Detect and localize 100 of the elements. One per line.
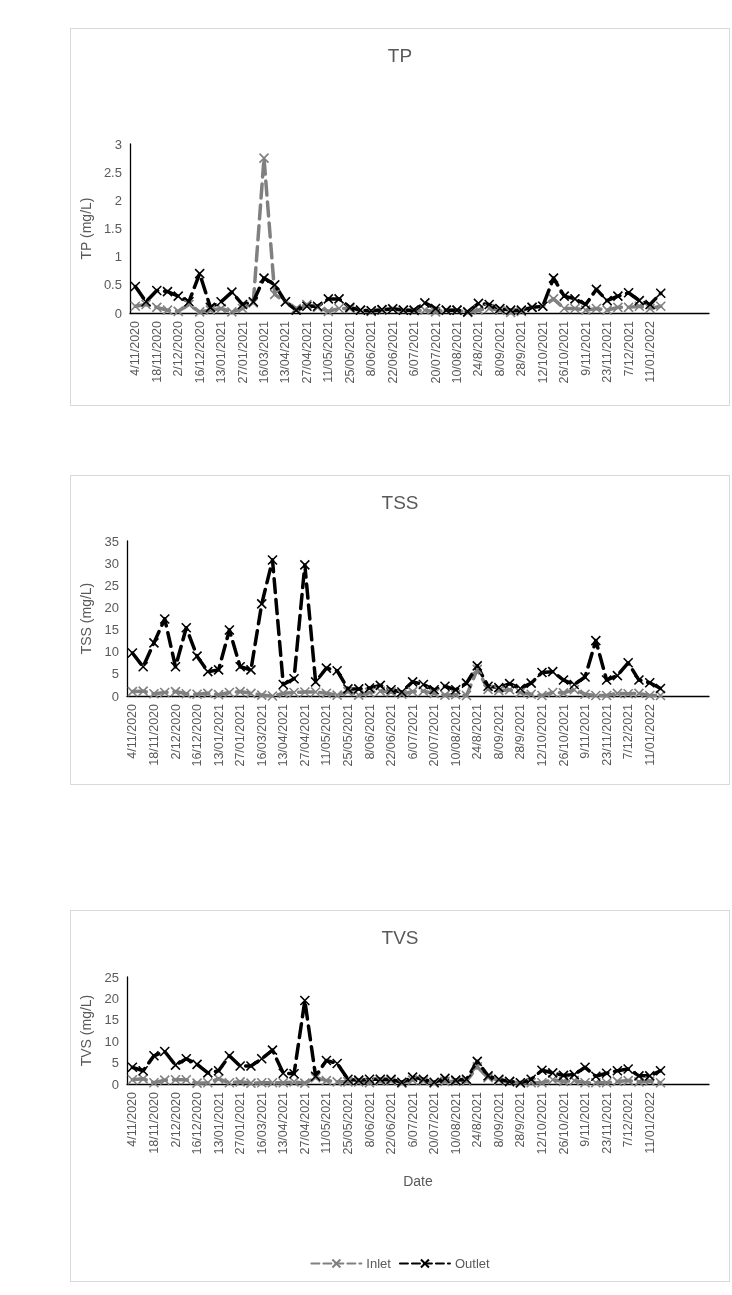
y-tick-label: 0 [111, 688, 119, 704]
y-tick-label: 0 [111, 1076, 119, 1092]
x-tick-label: 11/01/2022 [642, 1091, 657, 1154]
y-tick-label: 15 [104, 622, 119, 638]
x-tick-label: 24/8/2021 [470, 1091, 485, 1148]
x-tick-label: 27/04/2021 [297, 703, 312, 767]
x-tick-label: 27/01/2021 [233, 703, 248, 767]
x-tick-label: 26/10/2021 [556, 703, 571, 767]
y-tick-label: 2 [114, 192, 122, 208]
x-tick-label: 27/01/2021 [233, 1091, 248, 1155]
x-tick-label: 13/01/2021 [211, 1091, 226, 1155]
x-tick-label: 18/11/2020 [146, 703, 161, 766]
x-tick-label: 10/08/2021 [448, 703, 463, 767]
y-tick-label: 25 [104, 969, 119, 985]
x-tick-label: 13/01/2021 [211, 703, 226, 767]
x-tick-label: 25/05/2021 [340, 703, 355, 767]
x-tick-label: 26/10/2021 [556, 1091, 571, 1155]
x-tick-label: 4/11/2020 [125, 703, 140, 759]
x-tick-label: 11/01/2022 [642, 703, 657, 766]
x-tick-label: 22/06/2021 [385, 320, 400, 384]
y-axis-title: TVS (mg/L) [78, 994, 94, 1067]
legend-label: Outlet [454, 1256, 491, 1271]
x-tick-label: 6/07/2021 [405, 703, 420, 760]
x-tick-label: 13/04/2021 [276, 1091, 291, 1155]
x-tick-label: 8/09/2021 [491, 1091, 506, 1148]
x-tick-label: 11/05/2021 [319, 703, 334, 766]
x-tick-label: 28/9/2021 [514, 320, 529, 377]
x-tick-label: 8/06/2021 [362, 1091, 377, 1148]
x-tick-label: 25/05/2021 [340, 1091, 355, 1155]
x-tick-label: 18/11/2020 [146, 1091, 161, 1154]
y-tick-label: 1 [114, 249, 122, 265]
y-tick-label: 20 [104, 990, 119, 1006]
x-tick-label: 22/06/2021 [384, 703, 399, 767]
x-tick-label: 12/10/2021 [535, 320, 550, 384]
x-tick-label: 11/05/2021 [319, 1091, 334, 1154]
x-tick-label: 20/07/2021 [428, 320, 443, 384]
x-axis-title: Date [403, 1173, 433, 1189]
x-tick-label: 27/04/2021 [297, 1091, 312, 1155]
x-tick-label: 16/03/2021 [257, 320, 272, 384]
x-tick-label: 16/12/2020 [192, 320, 207, 384]
x-tick-label: 24/8/2021 [471, 320, 486, 377]
x-tick-label: 7/12/2021 [621, 1091, 636, 1148]
x-tick-label: 8/09/2021 [491, 703, 506, 760]
x-tick-label: 6/07/2021 [407, 320, 422, 377]
x-tick-label: 20/07/2021 [427, 703, 442, 767]
y-tick-label: 10 [104, 644, 119, 660]
x-tick-label: 2/12/2020 [168, 1091, 183, 1148]
x-tick-label: 6/07/2021 [405, 1091, 420, 1148]
y-tick-label: 25 [104, 577, 119, 593]
x-tick-label: 16/03/2021 [254, 1091, 269, 1155]
y-tick-label: 5 [111, 666, 119, 682]
x-tick-label: 10/08/2021 [450, 320, 465, 384]
x-tick-label: 28/9/2021 [513, 703, 528, 760]
x-tick-label: 7/12/2021 [621, 320, 636, 377]
y-tick-label: 5 [111, 1055, 119, 1071]
x-tick-label: 16/12/2020 [190, 703, 205, 767]
x-tick-label: 12/10/2021 [534, 1091, 549, 1155]
y-tick-label: 2.5 [103, 164, 122, 180]
chart-title: TP [387, 45, 413, 66]
y-tick-label: 15 [104, 1012, 119, 1028]
y-axis-title: TP (mg/L) [78, 197, 94, 260]
y-tick-label: 0.5 [103, 277, 122, 293]
x-tick-label: 12/10/2021 [534, 703, 549, 767]
y-tick-label: 1.5 [103, 221, 122, 236]
x-tick-label: 13/04/2021 [276, 703, 291, 767]
x-tick-label: 16/12/2020 [190, 1091, 205, 1155]
x-tick-label: 28/9/2021 [513, 1091, 528, 1148]
x-tick-label: 26/10/2021 [557, 320, 572, 384]
x-tick-label: 18/11/2020 [149, 320, 164, 383]
x-tick-label: 27/04/2021 [299, 320, 314, 384]
x-tick-label: 16/03/2021 [254, 703, 269, 767]
x-tick-label: 8/06/2021 [364, 320, 379, 377]
x-tick-label: 13/01/2021 [214, 320, 229, 384]
x-tick-label: 8/06/2021 [362, 703, 377, 760]
y-tick-label: 0 [114, 305, 122, 321]
x-tick-label: 23/11/2021 [599, 1091, 614, 1154]
x-tick-label: 7/12/2021 [621, 703, 636, 760]
y-tick-label: 35 [104, 533, 119, 549]
x-tick-label: 2/12/2020 [168, 703, 183, 760]
x-tick-label: 25/05/2021 [342, 320, 357, 384]
x-tick-label: 9/11/2021 [578, 1091, 593, 1147]
x-tick-label: 22/06/2021 [384, 1091, 399, 1155]
x-tick-label: 11/01/2022 [643, 320, 658, 383]
y-axis-title: TSS (mg/L) [78, 582, 94, 655]
x-tick-label: 23/11/2021 [600, 320, 615, 383]
chart-title: TSS [381, 492, 419, 513]
y-tick-label: 3 [114, 136, 122, 152]
x-tick-label: 4/11/2020 [125, 1091, 140, 1147]
y-tick-label: 20 [104, 599, 119, 615]
x-tick-label: 24/8/2021 [470, 703, 485, 760]
x-tick-label: 11/05/2021 [321, 320, 336, 383]
x-tick-label: 10/08/2021 [448, 1091, 463, 1155]
y-tick-label: 30 [104, 555, 119, 571]
x-tick-label: 4/11/2020 [128, 320, 143, 376]
x-tick-label: 2/12/2020 [171, 320, 186, 377]
legend-label: Inlet [366, 1256, 392, 1271]
x-tick-label: 9/11/2021 [578, 320, 593, 376]
y-tick-label: 10 [104, 1033, 119, 1049]
x-tick-label: 13/04/2021 [278, 320, 293, 384]
x-tick-label: 8/09/2021 [492, 320, 507, 377]
